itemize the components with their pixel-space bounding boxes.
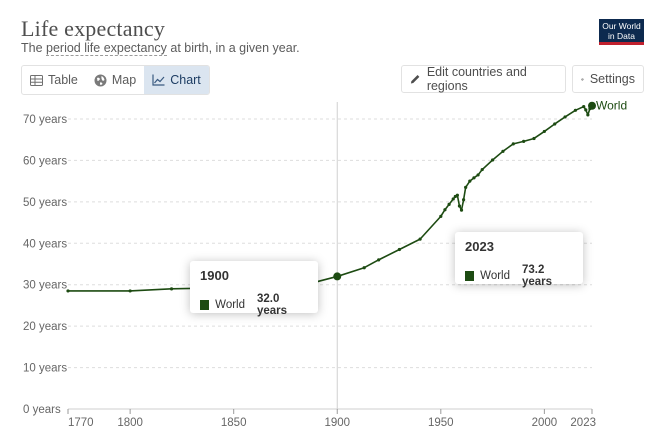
data-point [457,204,462,208]
data-point [476,173,480,177]
chart-title: Life expectancy [21,16,166,41]
x-tick-label: 1950 [428,417,454,429]
tooltip-2023: 2023 World 73.2 years [455,232,583,288]
tooltip-1900: 1900 World 32.0 years [190,261,318,317]
tab-map-label: Map [111,73,137,87]
tooltip-row: World 73.2 years [465,264,573,288]
tooltip-row: World 32.0 years [200,293,308,317]
data-point [362,266,366,270]
tooltip-year: 1900 [200,268,229,283]
data-point [447,202,451,206]
data-point [522,139,526,143]
data-point [461,198,466,202]
data-point [573,108,578,112]
data-point [582,104,586,109]
tab-table-label: Table [48,73,78,87]
data-point [455,193,459,197]
data-point [532,136,536,141]
series-swatch [465,271,475,281]
data-point [443,208,447,212]
data-point [490,158,495,162]
data-point [459,208,464,212]
data-point [511,142,515,146]
line-chart-icon [152,74,165,86]
period-life-expectancy-link[interactable]: period life expectancy [46,41,167,56]
owid-logo[interactable]: Our World in Data [599,19,644,45]
y-tick-label: 40 years [23,238,67,250]
series-line-world [68,105,593,292]
data-point [586,113,590,117]
data-point [66,289,70,293]
subtitle-prefix: The [21,41,47,55]
subtitle-suffix: at birth, in a given year. [166,41,300,55]
data-point [128,289,132,293]
data-point [472,176,476,180]
edit-countries-label: Edit countries and regions [426,65,527,93]
data-point [542,129,546,134]
y-tick-label: 0 years [23,404,61,416]
tab-chart-label: Chart [170,73,201,87]
data-point [480,167,484,172]
logo-line1: Our World [602,21,641,31]
data-point [397,247,401,252]
x-tick-label: 1900 [324,417,350,429]
data-point [584,108,588,112]
tooltip-value: 73.2 years [522,264,553,288]
x-tick-label: 2000 [532,417,558,429]
data-point [464,185,468,189]
tooltip-value: 32.0 years [257,293,288,317]
tab-table[interactable]: Table [22,66,86,94]
table-icon [30,74,43,86]
chart-subtitle: The period life expectancy at birth, in … [21,41,300,56]
data-point [451,197,455,201]
x-tick-label: 1850 [221,417,247,429]
x-tick-label: 1800 [117,417,143,429]
view-tabs: Table Map Chart [21,65,210,95]
y-tick-label: 50 years [23,197,67,209]
series-label[interactable]: World [596,99,627,113]
y-tick-label: 30 years [23,280,67,292]
tooltip-year: 2023 [465,239,494,254]
y-tick-label: 10 years [23,363,67,375]
settings-label: Settings [589,72,635,86]
data-point [418,237,422,241]
data-point [169,287,174,291]
series-swatch [200,300,210,310]
tooltip-series: World [480,270,510,282]
end-point [588,101,596,110]
data-point [563,115,567,119]
globe-icon [94,74,107,86]
edit-countries-button[interactable]: Edit countries and regions [401,65,566,93]
data-point [377,258,381,262]
data-point [501,149,505,153]
data-point [468,179,472,183]
gear-icon [581,77,584,81]
tooltip-series: World [215,299,245,311]
tab-chart[interactable]: Chart [144,66,209,94]
pencil-icon [410,75,420,84]
y-tick-label: 20 years [23,321,67,333]
y-tick-label: 60 years [23,155,67,167]
logo-line2: in Data [608,31,635,41]
data-point [439,214,443,218]
highlight-point [333,272,342,281]
data-point [553,122,557,126]
x-tick-label: 1770 [68,417,94,429]
settings-button[interactable]: Settings [572,65,644,93]
x-tick-label: 2023 [570,417,596,429]
tab-map[interactable]: Map [86,66,144,94]
y-tick-label: 70 years [23,114,67,126]
